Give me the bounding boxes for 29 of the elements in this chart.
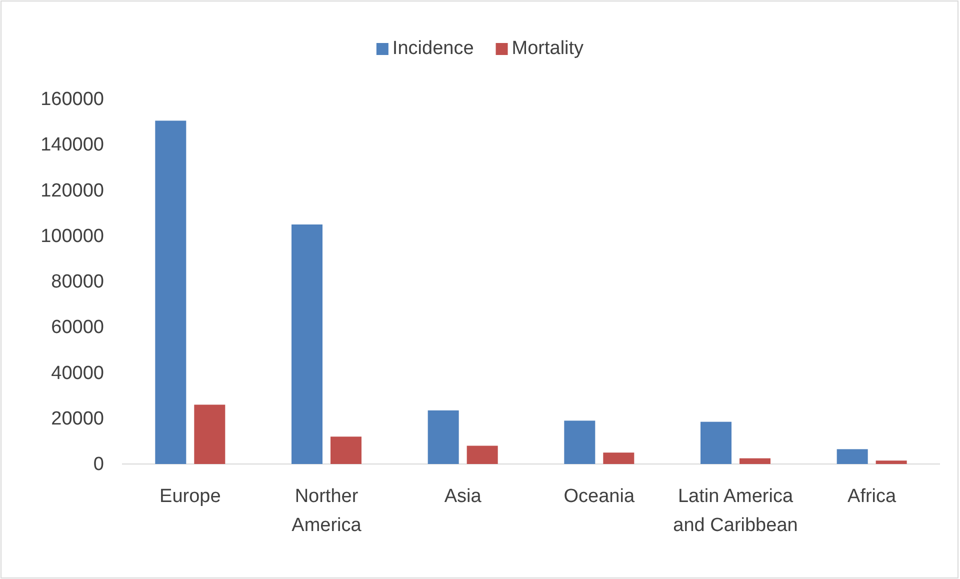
x-tick-label: Norther America (292, 486, 362, 536)
y-tick-label: 160000 (40, 89, 104, 110)
bar (330, 436, 362, 464)
x-tick-label: Africa (848, 486, 897, 507)
bar (603, 452, 634, 464)
legend-label: Mortality (512, 38, 584, 59)
y-tick-label: 0 (93, 454, 104, 476)
bar (836, 449, 868, 464)
y-tick-label: 20000 (51, 408, 104, 430)
x-tick-label: Asia (444, 486, 482, 507)
x-tick-label: Oceania (564, 486, 635, 507)
x-tick-label: Latin America and Caribbean (673, 486, 798, 536)
bar (155, 120, 186, 464)
y-tick-label: 80000 (51, 272, 104, 293)
bar (564, 420, 596, 464)
legend-label: Incidence (392, 38, 474, 59)
bar (876, 460, 907, 464)
bar (700, 422, 732, 464)
x-tick-label: Europe (160, 486, 221, 507)
bar (428, 410, 459, 464)
y-tick-label: 120000 (40, 180, 104, 202)
y-tick-label: 40000 (51, 362, 104, 384)
y-tick-label: 140000 (40, 134, 104, 156)
bar (740, 458, 770, 464)
y-tick-label: 60000 (51, 317, 104, 338)
y-tick-label: 100000 (40, 226, 104, 247)
bar (292, 224, 322, 464)
bar (466, 446, 498, 464)
bar (194, 404, 226, 464)
